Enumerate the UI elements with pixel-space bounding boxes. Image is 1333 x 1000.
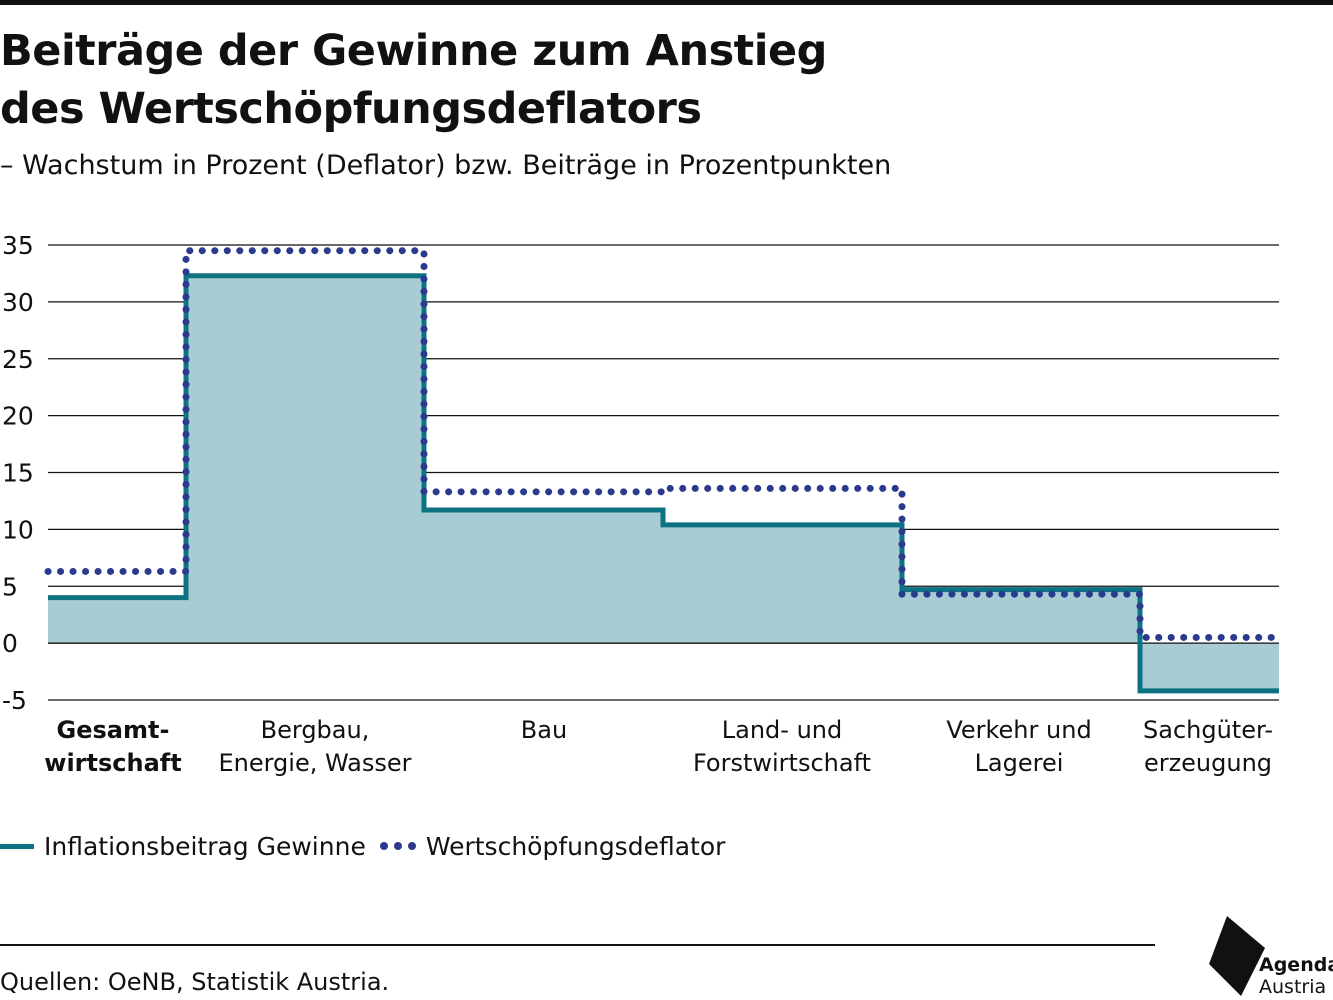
legend-swatch-solid xyxy=(0,843,34,849)
logo-wordmark: Agenda Austria xyxy=(1259,954,1333,998)
x-category-label: Verkehr und xyxy=(946,716,1091,744)
chart-subtitle: – Wachstum in Prozent (Deflator) bzw. Be… xyxy=(0,150,892,181)
y-tick-label: 25 xyxy=(2,345,34,374)
x-category-label: Gesamt- xyxy=(57,716,170,744)
y-tick-label: 5 xyxy=(2,572,18,601)
legend: Inflationsbeitrag Gewinne Wertschöpfungs… xyxy=(0,828,739,864)
x-category-label: Bau xyxy=(521,716,567,744)
x-category-label: Sachgüter- xyxy=(1143,716,1273,744)
x-category-label: wirtschaft xyxy=(44,749,181,777)
legend-swatch-dotted xyxy=(379,842,416,850)
chart-title: Beiträge der Gewinne zum Anstieg des Wer… xyxy=(0,22,1000,138)
y-tick-label: 30 xyxy=(2,288,34,317)
x-category-label: Land- und xyxy=(722,716,842,744)
y-tick-label: 35 xyxy=(2,231,34,260)
logo-line-2: Austria xyxy=(1259,976,1327,998)
y-tick-label: -5 xyxy=(2,686,27,715)
legend-item-deflator: Wertschöpfungsdeflator xyxy=(379,831,726,861)
series-area-profit xyxy=(48,275,1279,691)
chart-title-line-2: des Wertschöpfungsdeflators xyxy=(0,84,702,134)
step-chart: 35 30 25 20 15 10 5 0 -5 Gesamt-wirtschaft Bergbau… xyxy=(2,231,1283,777)
chart-title-line-1: Beiträge der Gewinne zum Anstieg xyxy=(0,26,827,76)
legend-label-profit: Inflationsbeitrag Gewinne xyxy=(44,831,366,861)
y-tick-label: 20 xyxy=(2,402,34,431)
bottom-rule xyxy=(0,944,1155,946)
series-line-deflator xyxy=(44,247,1283,641)
x-category-label: Energie, Wasser xyxy=(218,749,411,777)
legend-label-deflator: Wertschöpfungsdeflator xyxy=(425,831,726,861)
y-tick-label: 15 xyxy=(2,459,34,488)
x-category-label: erzeugung xyxy=(1144,749,1272,777)
x-category-label: Bergbau, xyxy=(261,716,370,744)
source-note: Quellen: OeNB, Statistik Austria. xyxy=(0,968,390,996)
x-category-label: Forstwirtschaft xyxy=(693,749,871,777)
logo-line-1: Agenda xyxy=(1259,954,1333,976)
y-tick-label: 0 xyxy=(2,629,18,658)
x-category-label: Lagerei xyxy=(975,749,1064,777)
y-tick-label: 10 xyxy=(2,515,34,544)
legend-item-profit: Inflationsbeitrag Gewinne xyxy=(0,832,366,861)
top-rule xyxy=(0,0,1333,5)
agenda-austria-logo-icon xyxy=(1209,916,1265,996)
